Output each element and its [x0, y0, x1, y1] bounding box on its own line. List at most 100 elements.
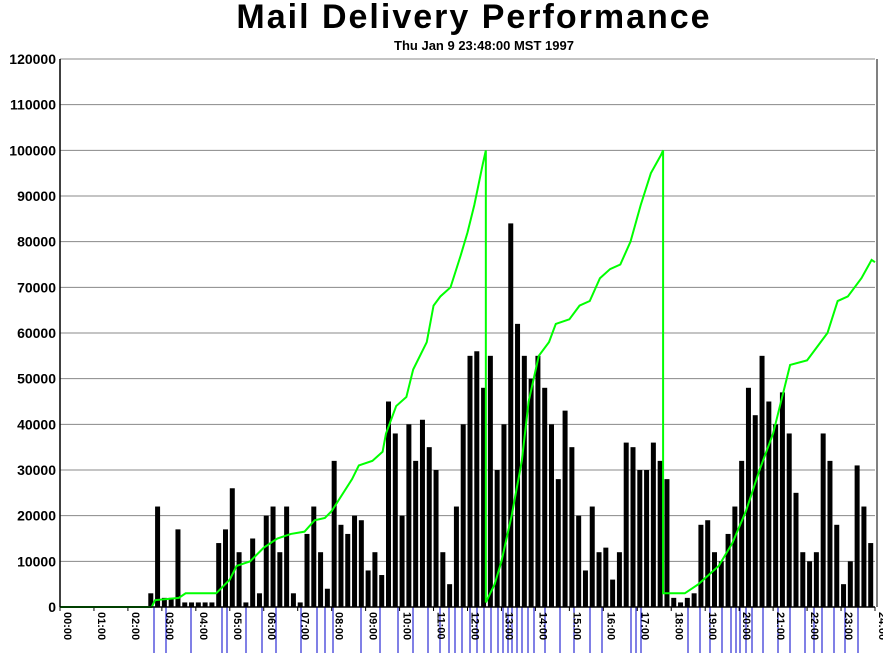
y-tick-label: 80000	[17, 234, 56, 250]
x-tick-label: 04:00	[197, 612, 209, 640]
bar	[379, 575, 385, 607]
x-tick-label: 06:00	[265, 612, 277, 640]
bar	[386, 401, 391, 607]
bar	[630, 447, 636, 607]
bar	[725, 533, 731, 607]
bar	[576, 515, 582, 607]
bar	[834, 524, 840, 607]
bar	[549, 424, 554, 607]
x-tick-label: 10:00	[401, 612, 413, 640]
bar	[684, 597, 690, 607]
bar	[745, 387, 751, 607]
bar	[671, 597, 677, 607]
bar	[705, 520, 711, 607]
bar	[562, 410, 568, 607]
chart-title: Mail Delivery Performance	[236, 0, 711, 36]
chart-subtitle: Thu Jan 9 23:48:00 MST 1997	[394, 38, 574, 53]
bar	[637, 470, 643, 607]
bar	[223, 529, 228, 607]
x-tick-label: 24:00	[876, 612, 883, 640]
bar	[610, 579, 616, 607]
bar	[460, 424, 466, 607]
bar	[813, 552, 819, 607]
bar	[352, 515, 358, 607]
bar	[847, 561, 853, 607]
x-tick-label: 16:00	[604, 612, 616, 640]
bar	[868, 543, 874, 607]
bar	[195, 602, 201, 607]
bar	[229, 488, 235, 607]
bar	[603, 547, 609, 607]
bar	[718, 561, 724, 607]
bar	[678, 602, 684, 607]
bar	[793, 492, 799, 607]
bar	[297, 602, 303, 607]
bar	[277, 552, 283, 607]
y-tick-label: 0	[48, 599, 56, 615]
bar	[236, 552, 242, 607]
bar	[399, 515, 405, 607]
x-tick-label: 20:00	[740, 612, 752, 640]
bar	[698, 524, 704, 607]
bar	[263, 515, 269, 607]
bar	[752, 415, 758, 607]
bar	[712, 552, 717, 607]
x-tick-label: 05:00	[231, 612, 243, 640]
bar	[569, 447, 575, 607]
bar	[854, 465, 860, 607]
x-tick-label: 07:00	[299, 612, 311, 640]
y-tick-label: 50000	[17, 371, 56, 387]
bar	[216, 543, 222, 607]
bar	[474, 351, 480, 607]
bar	[508, 223, 514, 607]
bar	[419, 419, 425, 607]
bar	[447, 584, 453, 607]
bar	[759, 355, 765, 607]
bar	[324, 588, 330, 607]
bar	[773, 424, 779, 607]
bar	[494, 470, 500, 607]
bar	[521, 355, 527, 607]
bar	[392, 433, 398, 607]
bar	[589, 506, 595, 607]
y-tick-label: 100000	[9, 142, 56, 158]
bar	[175, 529, 181, 607]
bar	[311, 506, 317, 607]
y-tick-label: 20000	[17, 508, 56, 524]
bar	[861, 506, 867, 607]
bar	[270, 506, 276, 607]
bar	[155, 506, 161, 607]
bar	[542, 387, 548, 607]
y-tick-label: 90000	[17, 188, 56, 204]
x-tick-label: 13:00	[502, 612, 514, 640]
bar	[331, 460, 337, 607]
bar	[841, 584, 847, 607]
bar	[528, 378, 534, 607]
bar	[290, 593, 296, 607]
bar	[202, 602, 208, 607]
bar	[501, 424, 507, 607]
bar	[616, 552, 622, 607]
x-tick-label: 01:00	[95, 612, 107, 640]
x-tick-label: 14:00	[536, 612, 548, 640]
bar	[481, 387, 487, 607]
bar	[406, 424, 412, 607]
bar	[256, 593, 262, 607]
cumulative-line	[60, 149, 876, 608]
bar	[433, 470, 439, 607]
x-tick-label: 11:00	[435, 612, 447, 640]
bar	[426, 447, 432, 607]
bar	[284, 506, 290, 607]
bar	[807, 561, 813, 607]
bar	[440, 552, 446, 607]
bar	[650, 442, 656, 607]
x-tick-label: 08:00	[333, 612, 345, 640]
bar	[820, 433, 826, 607]
x-tick-label: 00:00	[61, 612, 73, 640]
bar	[535, 355, 541, 607]
bar	[800, 552, 806, 607]
bar	[732, 506, 738, 607]
bar	[209, 602, 215, 607]
y-tick-label: 30000	[17, 462, 56, 478]
